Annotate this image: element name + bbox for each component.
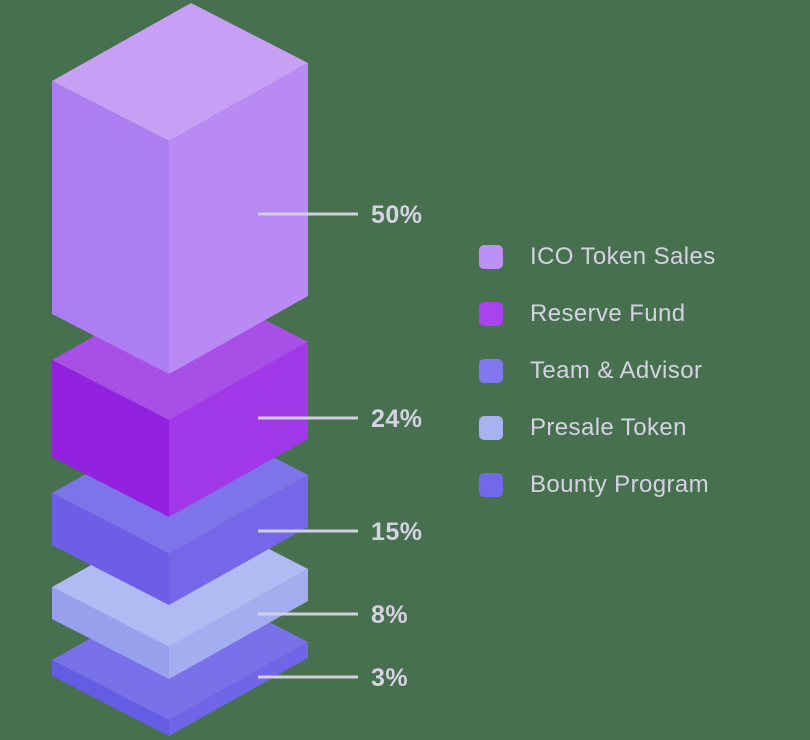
block-0-top-face [52,3,308,141]
legend-label-team-advisor: Team & Advisor [530,357,703,384]
block-0-left-face [52,81,169,374]
legend-item-presale-token: Presale Token [479,414,716,441]
legend-swatch-ico-token-sales [479,245,503,269]
legend-swatch-reserve-fund [479,302,503,326]
block-1-right-face [169,342,308,517]
block-2-right-face [169,475,308,605]
callout-label-2: 15% [371,518,423,546]
legend-swatch-bounty-program [479,473,503,497]
legend-item-ico-token-sales: ICO Token Sales [479,243,716,270]
legend-label-reserve-fund: Reserve Fund [530,300,686,327]
legend-item-bounty-program: Bounty Program [479,471,716,498]
block-2-left-face [52,493,169,605]
legend-label-presale-token: Presale Token [530,414,687,441]
legend-item-reserve-fund: Reserve Fund [479,300,716,327]
callout-label-0: 50% [371,201,423,229]
block-3-left-face [52,587,169,679]
legend-item-team-advisor: Team & Advisor [479,357,716,384]
callout-label-3: 8% [371,601,408,629]
legend-label-bounty-program: Bounty Program [530,471,710,498]
legend-swatch-presale-token [479,416,503,440]
block-0-right-face [169,63,308,374]
legend-label-ico-token-sales: ICO Token Sales [530,243,716,270]
block-3-right-face [169,569,308,679]
block-4-left-face [52,660,169,736]
block-1-left-face [52,360,169,517]
callout-label-4: 3% [371,664,408,692]
block-0 [52,3,308,374]
legend: ICO Token Sales Reserve Fund Team & Advi… [479,243,716,498]
block-4-right-face [169,642,308,736]
callout-label-1: 24% [371,405,423,433]
legend-swatch-team-advisor [479,359,503,383]
